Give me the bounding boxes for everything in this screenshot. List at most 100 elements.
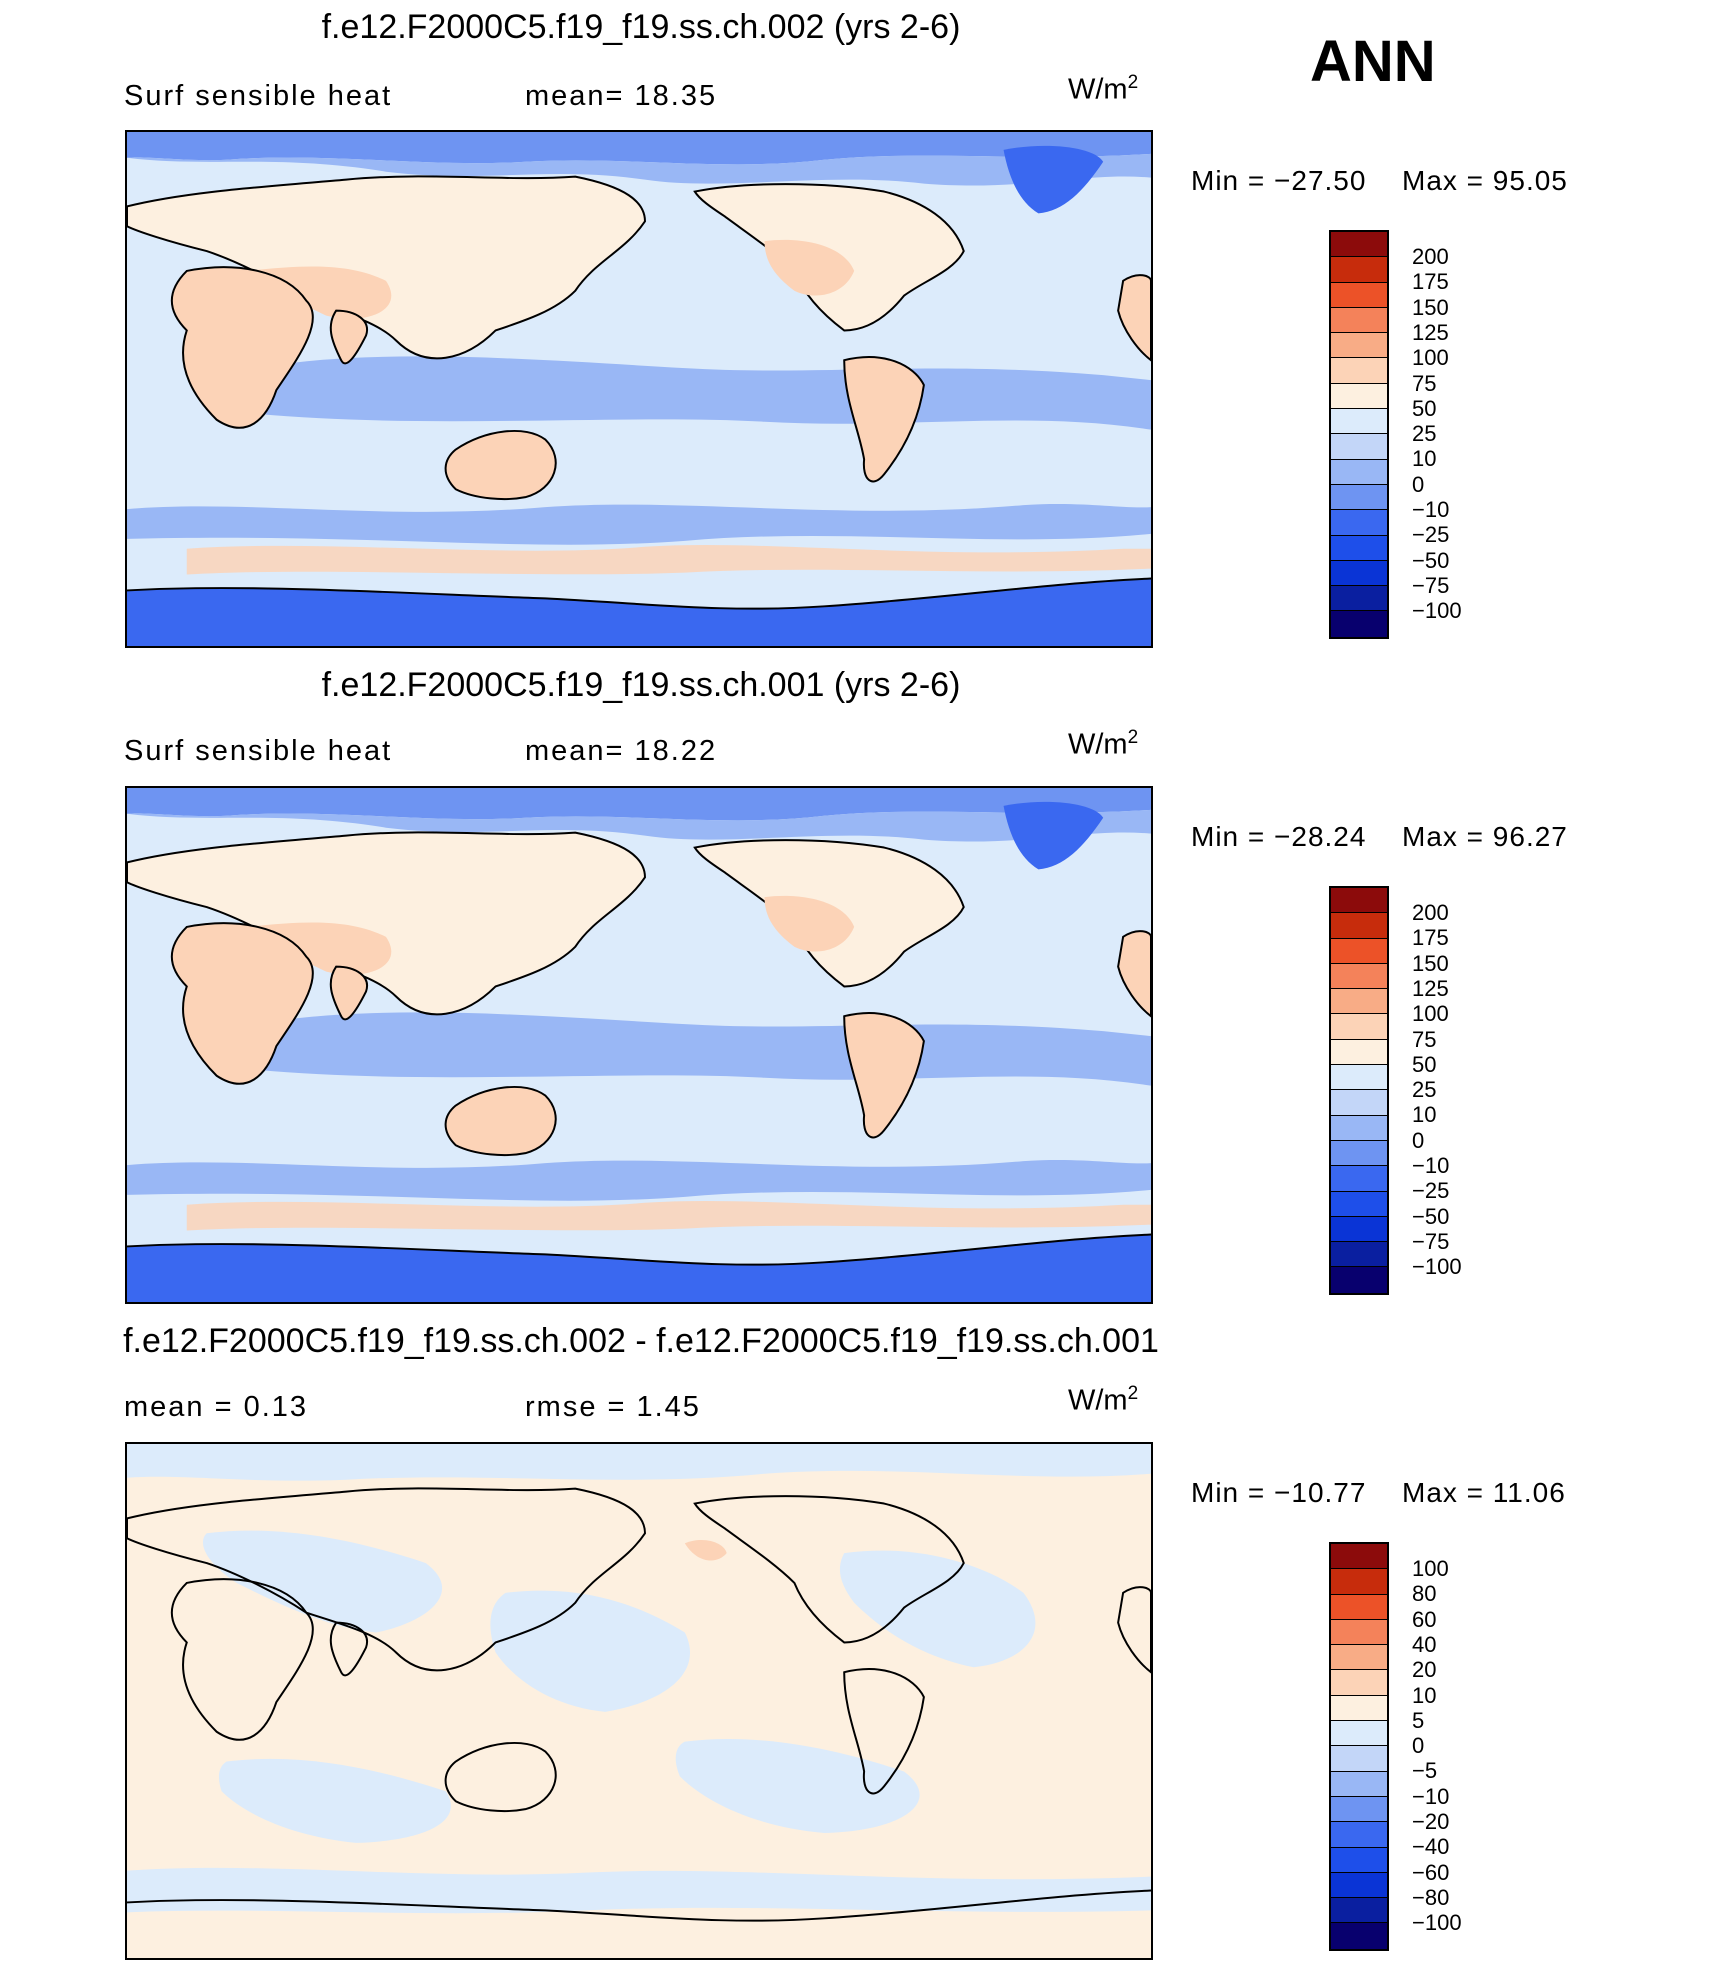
colorbar-swatch [1331, 1065, 1387, 1091]
colorbar-swatch [1331, 282, 1387, 308]
panel-1-cbar-label: −25 [1412, 522, 1450, 547]
colorbar-swatch [1331, 888, 1387, 914]
panel-2-cbar-label: −100 [1412, 1254, 1462, 1279]
panel-3-cbar-label: 80 [1412, 1581, 1437, 1606]
panel-1-cbar-label: 0 [1412, 472, 1425, 497]
colorbar-swatch [1331, 510, 1387, 536]
panel-3-cbar-label: 40 [1412, 1632, 1437, 1657]
season-label: ANN [1310, 29, 1436, 94]
panel-1-units: W/m2 [1068, 72, 1139, 106]
panel-3-cbar-label: 100 [1412, 1556, 1449, 1581]
panel-3-colorbar [1329, 1542, 1389, 1951]
colorbar-swatch [1331, 1594, 1387, 1620]
panel-2-colorbar [1329, 886, 1389, 1295]
panel-1-variable-label: Surf sensible heat [124, 80, 393, 112]
panel-1-colorbar [1329, 230, 1389, 639]
colorbar-swatch [1331, 434, 1387, 460]
panel-1-map [125, 130, 1153, 648]
colorbar-swatch [1331, 1619, 1387, 1646]
colorbar-swatch [1331, 1014, 1387, 1040]
colorbar-swatch [1331, 409, 1387, 435]
panel-3-cbar-label: 5 [1412, 1708, 1425, 1733]
panel-2-cbar-label: 10 [1412, 1102, 1437, 1127]
panel-1-min-label: Min = −27.50 [1191, 165, 1367, 196]
colorbar-swatch [1331, 1923, 1387, 1949]
colorbar-swatch [1331, 1645, 1387, 1671]
panel-3-cbar-label: 60 [1412, 1607, 1437, 1632]
colorbar-swatch [1331, 1872, 1387, 1899]
panel-1-cbar-label: 200 [1412, 244, 1449, 269]
panel-2-mean-label: mean= 18.22 [525, 735, 718, 767]
colorbar-swatch [1331, 560, 1387, 587]
panel-1-cbar-label: 125 [1412, 320, 1449, 345]
colorbar-swatch [1331, 1746, 1387, 1772]
colorbar-swatch [1331, 1569, 1387, 1595]
panel-2-cbar-label: −75 [1412, 1229, 1450, 1254]
colorbar-swatch [1331, 1670, 1387, 1696]
colorbar-swatch [1331, 232, 1387, 258]
panel-3-cbar-label: 0 [1412, 1733, 1425, 1758]
panel-3-cbar-label: −5 [1412, 1758, 1438, 1783]
colorbar-swatch [1331, 1242, 1387, 1268]
colorbar-swatch [1331, 913, 1387, 939]
colorbar-swatch [1331, 1216, 1387, 1243]
colorbar-swatch [1331, 1115, 1387, 1141]
panel-3-cbar-label: 20 [1412, 1657, 1437, 1682]
panel-2-units: W/m2 [1068, 727, 1139, 761]
colorbar-swatch [1331, 963, 1387, 990]
colorbar-swatch [1331, 1039, 1387, 1066]
panel-3-cbar-label: −80 [1412, 1885, 1450, 1910]
panel-1-cbar-label: 25 [1412, 421, 1437, 446]
panel-1-cbar-label: 175 [1412, 269, 1449, 294]
panel-3-mean-label: mean = 0.13 [124, 1391, 309, 1423]
colorbar-swatch [1331, 383, 1387, 410]
panel-2-cbar-label: 200 [1412, 900, 1449, 925]
panel-1-max-label: Max = 95.05 [1402, 165, 1568, 196]
panel-2-cbar-label: 0 [1412, 1128, 1425, 1153]
panel-2-min-label: Min = −28.24 [1191, 821, 1367, 852]
colorbar-swatch [1331, 257, 1387, 283]
panel-1-cbar-label: −100 [1412, 598, 1462, 623]
panel-2-title: f.e12.F2000C5.f19_f19.ss.ch.001 (yrs 2-6… [321, 666, 961, 704]
colorbar-swatch [1331, 333, 1387, 359]
panel-1-cbar-label: 50 [1412, 396, 1437, 421]
panel-1-cbar-label: −50 [1412, 548, 1450, 573]
colorbar-swatch [1331, 535, 1387, 561]
panel-1-cbar-label: 100 [1412, 345, 1449, 370]
panel-2-cbar-label: 125 [1412, 976, 1449, 1001]
colorbar-swatch [1331, 1166, 1387, 1192]
panel-3-cbar-label: 10 [1412, 1683, 1437, 1708]
colorbar-swatch [1331, 459, 1387, 485]
panel-2-cbar-label: 25 [1412, 1077, 1437, 1102]
panel-2-max-label: Max = 96.27 [1402, 821, 1568, 852]
panel-3-max-label: Max = 11.06 [1402, 1477, 1566, 1508]
panel-2-cbar-label: 100 [1412, 1001, 1449, 1026]
panel-3-map [125, 1442, 1153, 1960]
colorbar-swatch [1331, 307, 1387, 334]
panel-1-title: f.e12.F2000C5.f19_f19.ss.ch.002 (yrs 2-6… [321, 8, 961, 46]
panel-3-title: f.e12.F2000C5.f19_f19.ss.ch.002 - f.e12.… [123, 1322, 1159, 1360]
colorbar-swatch [1331, 484, 1387, 511]
colorbar-swatch [1331, 1140, 1387, 1167]
colorbar-swatch [1331, 1090, 1387, 1116]
panel-2-cbar-label: −50 [1412, 1204, 1450, 1229]
panel-3-rmse-label: rmse = 1.45 [525, 1391, 701, 1423]
panel-2-variable-label: Surf sensible heat [124, 735, 393, 767]
colorbar-swatch [1331, 1544, 1387, 1570]
colorbar-swatch [1331, 586, 1387, 612]
panel-2-cbar-label: 175 [1412, 925, 1449, 950]
panel-1-cbar-label: −10 [1412, 497, 1450, 522]
panel-2-map [125, 786, 1153, 1304]
panel-1-cbar-label: 150 [1412, 295, 1449, 320]
panel-1-cbar-label: 75 [1412, 371, 1437, 396]
panel-1-cbar-label: −75 [1412, 573, 1450, 598]
panel-2-map-svg [127, 788, 1151, 1302]
colorbar-swatch [1331, 1695, 1387, 1722]
panel-3-map-svg [127, 1444, 1151, 1958]
panel-2-cbar-label: 75 [1412, 1027, 1437, 1052]
colorbar-swatch [1331, 1898, 1387, 1924]
panel-3-cbar-label: −40 [1412, 1834, 1450, 1859]
colorbar-swatch [1331, 1191, 1387, 1217]
panel-3-units: W/m2 [1068, 1383, 1139, 1417]
colorbar-swatch [1331, 1267, 1387, 1293]
